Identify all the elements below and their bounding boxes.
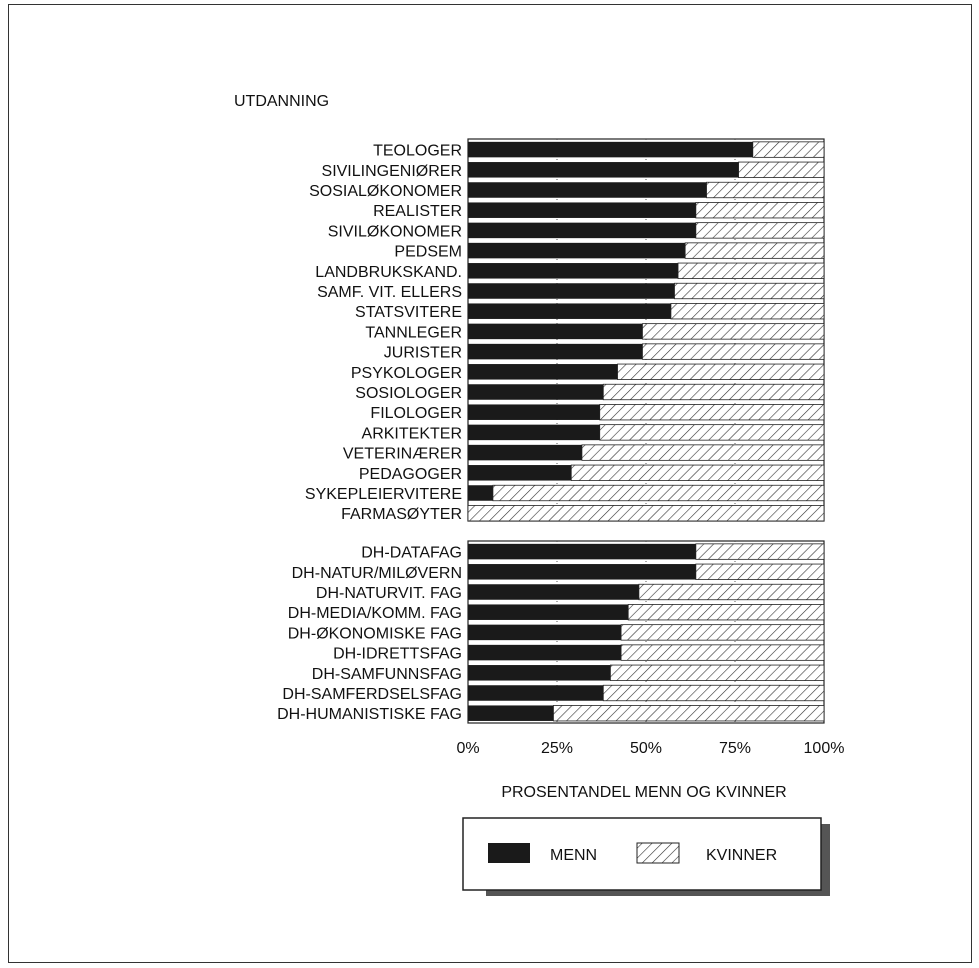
bar-menn bbox=[468, 364, 618, 380]
bar-kvinner bbox=[638, 583, 825, 601]
bar-menn bbox=[468, 222, 696, 239]
bar-menn bbox=[468, 323, 643, 340]
category-label: VETERINÆRER bbox=[343, 446, 462, 463]
bar-menn bbox=[468, 182, 707, 198]
category-label: DH-MEDIA/KOMM. FAG bbox=[288, 605, 462, 622]
bar-kvinner bbox=[570, 464, 825, 481]
bar-menn bbox=[468, 202, 696, 218]
bar-kvinner bbox=[670, 303, 825, 320]
category-label: DH-HUMANISTISKE FAG bbox=[277, 706, 462, 723]
bar-kvinner bbox=[677, 262, 825, 279]
bar-kvinner bbox=[553, 705, 825, 722]
x-tick-label: 0% bbox=[456, 740, 479, 757]
legend-label-kvinner: KVINNER bbox=[706, 847, 777, 864]
category-label: JURISTER bbox=[384, 345, 462, 362]
category-label: SYKEPLEIERVITERE bbox=[305, 486, 462, 503]
bar-menn bbox=[468, 644, 622, 661]
category-label: PSYKOLOGER bbox=[351, 365, 462, 382]
bar-kvinner bbox=[602, 684, 825, 702]
category-label: FILOLOGER bbox=[370, 405, 462, 422]
category-label: DH-DATAFAG bbox=[361, 545, 462, 562]
bar-menn bbox=[468, 162, 739, 178]
category-label: STATSVITERE bbox=[355, 304, 462, 321]
bar-menn bbox=[468, 584, 639, 600]
x-tick-labels: 0% 25% 50% 75% 100% bbox=[456, 740, 844, 757]
bar-kvinner bbox=[642, 323, 825, 340]
category-label: LANDBRUKSKAND. bbox=[315, 264, 462, 281]
bar-menn bbox=[468, 343, 643, 360]
bar-menn bbox=[468, 705, 554, 721]
category-label: SAMF. VIT. ELLERS bbox=[317, 284, 462, 301]
category-label: DH-NATUR/MILØVERN bbox=[292, 565, 462, 582]
x-tick-label: 50% bbox=[630, 740, 662, 757]
category-label: DH-SAMFUNNSFAG bbox=[312, 666, 462, 683]
legend: MENN KVINNER bbox=[462, 817, 830, 896]
bar-menn bbox=[468, 424, 600, 441]
category-label: DH-ØKONOMISKE FAG bbox=[288, 625, 462, 642]
category-axis-title: UTDANNING bbox=[234, 93, 329, 110]
bar-kvinner bbox=[610, 664, 825, 681]
bar-kvinner bbox=[599, 404, 825, 421]
x-tick-label: 100% bbox=[804, 740, 845, 757]
bar-kvinner bbox=[752, 141, 825, 158]
bar-kvinner bbox=[674, 282, 825, 300]
category-label: PEDAGOGER bbox=[359, 466, 462, 483]
category-labels: TEOLOGER SIVILINGENIØRER SOSIALØKONOMER REA… bbox=[277, 143, 462, 724]
bar-menn bbox=[468, 564, 696, 580]
bar-menn bbox=[468, 242, 686, 259]
x-tick-label: 25% bbox=[541, 740, 573, 757]
category-label: REALISTER bbox=[373, 203, 462, 220]
x-tick-label: 75% bbox=[719, 740, 751, 757]
bar-kvinner bbox=[695, 202, 825, 219]
bar-kvinner bbox=[620, 644, 825, 661]
legend-label-menn: MENN bbox=[550, 847, 597, 864]
legend-swatch-menn bbox=[488, 843, 530, 863]
bar-kvinner bbox=[581, 444, 825, 461]
bar-kvinner bbox=[467, 505, 825, 522]
plot-area bbox=[467, 138, 825, 724]
bar-menn bbox=[468, 283, 675, 299]
bar-menn bbox=[468, 665, 611, 681]
category-label: ARKITEKTER bbox=[362, 425, 462, 442]
x-axis-title: PROSENTANDEL MENN OG KVINNER bbox=[501, 784, 786, 801]
bar-menn bbox=[468, 404, 600, 420]
category-label: TANNLEGER bbox=[365, 324, 462, 341]
bar-kvinner bbox=[492, 484, 825, 502]
bar-kvinner bbox=[617, 363, 825, 380]
category-label: PEDSEM bbox=[394, 244, 462, 261]
bar-menn bbox=[468, 303, 671, 319]
category-label: FARMASØYTER bbox=[341, 506, 462, 523]
bar-kvinner bbox=[695, 543, 825, 560]
bar-kvinner bbox=[642, 343, 825, 360]
category-label: SIVILINGENIØRER bbox=[322, 163, 462, 180]
category-label: SIVILØKONOMER bbox=[328, 223, 462, 240]
bar-kvinner bbox=[706, 181, 825, 199]
bar-menn bbox=[468, 141, 753, 158]
bar-kvinner bbox=[627, 604, 825, 621]
bar-kvinner bbox=[695, 563, 825, 580]
bar-menn bbox=[468, 444, 582, 461]
bar-kvinner bbox=[695, 222, 825, 239]
bar-menn bbox=[468, 543, 696, 560]
category-label: TEOLOGER bbox=[373, 143, 462, 160]
bar-kvinner bbox=[599, 424, 825, 441]
category-label: DH-IDRETTSFAG bbox=[333, 646, 462, 663]
category-label: DH-SAMFERDSELSFAG bbox=[282, 686, 462, 703]
bar-menn bbox=[468, 384, 604, 400]
bar-menn bbox=[468, 685, 604, 701]
bar-kvinner bbox=[620, 624, 825, 641]
bar-menn bbox=[468, 604, 629, 620]
bar-menn bbox=[468, 263, 679, 279]
legend-swatch-kvinner bbox=[636, 842, 680, 864]
bar-menn bbox=[468, 465, 572, 481]
bar-menn bbox=[468, 485, 493, 501]
bar-menn bbox=[468, 624, 622, 641]
category-label: SOSIALØKONOMER bbox=[309, 183, 462, 200]
bar-kvinner bbox=[684, 242, 825, 259]
category-label: SOSIOLOGER bbox=[355, 385, 462, 402]
bar-kvinner bbox=[602, 383, 825, 401]
category-label: DH-NATURVIT. FAG bbox=[316, 585, 462, 602]
bar-kvinner bbox=[738, 161, 825, 178]
